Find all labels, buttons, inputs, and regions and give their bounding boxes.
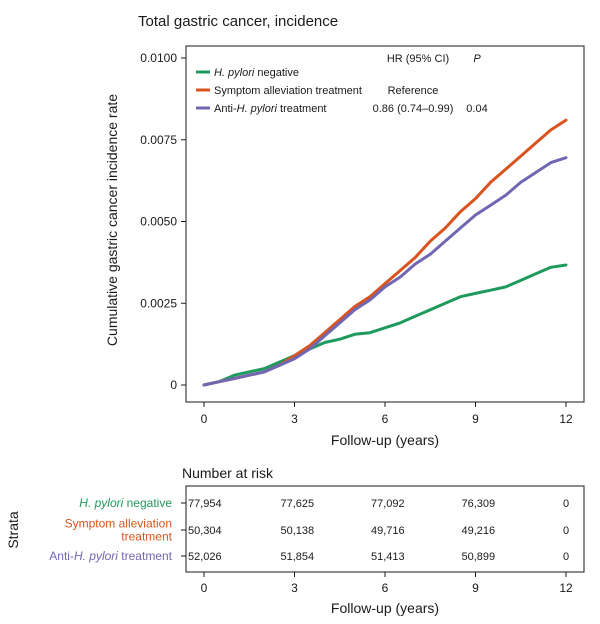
risk-value: 77,954 [188,498,222,510]
risk-value: 77,092 [371,498,405,510]
risk-x-tick-label: 6 [382,581,389,595]
risk-value: 77,625 [281,498,315,510]
risk-table-title: Number at risk [182,465,274,481]
strata-label: Strata [5,511,21,549]
y-tick-label: 0 [170,378,177,392]
risk-value: 52,026 [188,551,222,563]
x-axis-label: Follow-up (years) [331,432,439,448]
series-line-3 [202,156,568,387]
risk-rows: H. pylori negative 77,954 77,625 77,092 76,3… [49,496,569,563]
x-tick-label: 3 [291,412,298,426]
y-tick-label: 0.0025 [140,296,177,310]
x-tick-label: 9 [472,412,479,426]
chart-title: Total gastric cancer, incidence [138,13,338,30]
x-axis: 0 3 6 9 12 [201,402,573,426]
hr-value: Reference [388,85,439,97]
plot-frame [185,45,585,403]
series-lines [202,118,568,387]
risk-value: 76,309 [462,498,496,510]
strata-row-label: Anti-H. pylori treatment [49,549,172,563]
p-value: 0.04 [466,103,487,115]
hr-header: HR (95% CI) [387,53,449,65]
risk-value: 0 [563,525,569,537]
hr-value: 0.86 (0.74–0.99) [373,103,454,115]
legend-label: Symptom alleviation treatment [214,85,362,97]
risk-x-axis: 0 3 6 9 12 [201,572,573,595]
risk-table: Number at risk Strata H. pylori negative… [5,465,585,616]
p-header: P [473,53,481,65]
risk-value: 50,138 [281,525,315,537]
risk-value: 51,413 [371,551,405,563]
legend: H. pylori negative Symptom alleviation tr… [196,67,362,115]
y-tick-label: 0.0050 [140,215,177,229]
risk-value: 0 [563,551,569,563]
series-line-2 [202,118,568,387]
risk-x-tick-label: 9 [472,581,479,595]
strata-row-label: treatment [121,530,172,544]
y-tick-label: 0.0100 [140,51,177,65]
risk-value: 50,899 [462,551,496,563]
y-tick-label: 0.0075 [140,133,177,147]
series-line-1 [202,263,568,387]
x-tick-label: 0 [201,412,208,426]
risk-value: 50,304 [188,525,222,537]
risk-x-axis-label: Follow-up (years) [331,600,439,616]
legend-label: H. pylori negative [214,67,299,79]
risk-value: 49,216 [462,525,496,537]
legend-label: Anti-H. pylori treatment [214,103,327,115]
x-tick-label: 12 [559,412,573,426]
y-axis-label: Cumulative gastric cancer incidence rate [104,94,120,346]
risk-x-tick-label: 12 [559,581,573,595]
risk-x-tick-label: 3 [291,581,298,595]
strata-row-label: Symptom alleviation [65,517,172,531]
risk-value: 51,854 [281,551,315,563]
incidence-chart: Total gastric cancer, incidence Cumulati… [104,13,585,448]
x-tick-label: 6 [382,412,389,426]
y-axis: 0 0.0025 0.0050 0.0075 0.0100 [140,51,186,392]
strata-row-label: H. pylori negative [79,496,172,510]
risk-value: 49,716 [371,525,405,537]
risk-x-tick-label: 0 [201,581,208,595]
hr-table: HR (95% CI) P Reference 0.86 (0.74–0.99) 0.0… [373,53,488,115]
risk-value: 0 [563,498,569,510]
